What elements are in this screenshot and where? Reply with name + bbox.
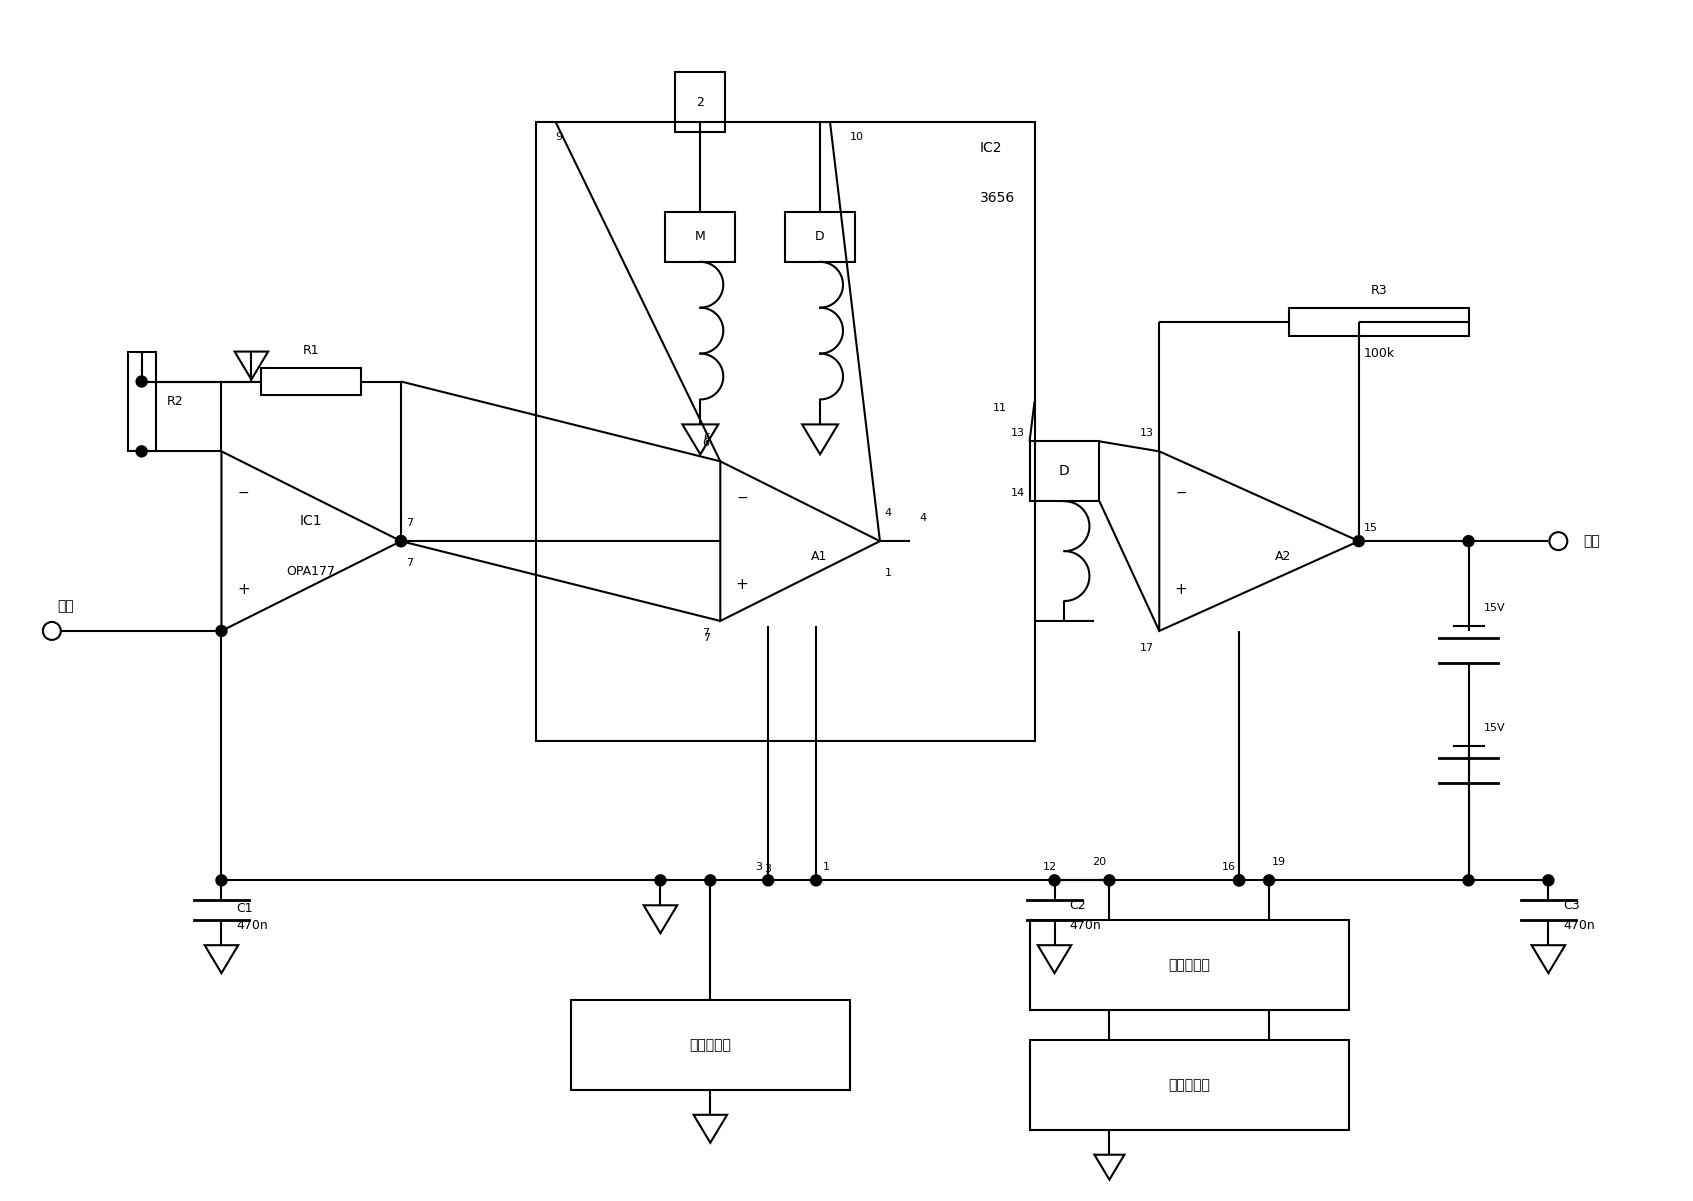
Text: −: −: [1175, 486, 1187, 501]
Bar: [127, 352, 156, 452]
Circle shape: [217, 874, 227, 886]
Text: 12: 12: [1043, 862, 1056, 872]
Text: 输入: 输入: [58, 599, 73, 613]
Circle shape: [1263, 874, 1275, 886]
Circle shape: [704, 874, 716, 886]
Text: 20: 20: [1092, 858, 1107, 867]
Circle shape: [1463, 874, 1475, 886]
Circle shape: [655, 874, 665, 886]
Text: OPA177: OPA177: [286, 564, 335, 578]
Text: +: +: [1175, 581, 1187, 597]
Text: M: M: [694, 231, 706, 244]
Text: IC2: IC2: [980, 141, 1002, 155]
Text: −: −: [237, 486, 249, 501]
Text: 3: 3: [765, 865, 772, 874]
Text: 470n: 470n: [1070, 919, 1100, 932]
Text: 3656: 3656: [980, 191, 1014, 205]
Circle shape: [1104, 874, 1116, 886]
Text: 11: 11: [992, 404, 1007, 413]
Circle shape: [217, 626, 227, 637]
Text: 9: 9: [555, 132, 562, 142]
Text: 470n: 470n: [237, 919, 267, 932]
Text: 2: 2: [696, 96, 704, 108]
Text: C2: C2: [1070, 898, 1087, 912]
Text: 100k: 100k: [1363, 347, 1395, 359]
Text: IC1: IC1: [300, 514, 323, 528]
Bar: [1029, 1040, 1349, 1130]
Text: 3: 3: [755, 862, 762, 872]
Text: R1: R1: [303, 343, 320, 357]
Circle shape: [1353, 536, 1365, 546]
Text: R2: R2: [166, 395, 183, 408]
Text: D: D: [1060, 465, 1070, 478]
Text: 1: 1: [885, 568, 892, 578]
Text: 脉冲发生器: 脉冲发生器: [1168, 1077, 1210, 1092]
Circle shape: [1542, 874, 1554, 886]
Bar: [665, 211, 735, 262]
Text: 7: 7: [406, 518, 413, 528]
Text: 470n: 470n: [1563, 919, 1595, 932]
Text: A1: A1: [811, 550, 828, 562]
Circle shape: [811, 874, 821, 886]
Text: 19: 19: [1271, 858, 1287, 867]
Text: R3: R3: [1370, 283, 1387, 297]
Bar: [535, 123, 1034, 741]
Circle shape: [135, 446, 147, 456]
Bar: [1288, 307, 1468, 335]
Text: 输出: 输出: [1583, 534, 1600, 548]
Text: 7: 7: [406, 558, 413, 568]
Text: 17: 17: [1139, 643, 1155, 653]
Text: 6: 6: [703, 438, 709, 448]
Text: 14: 14: [1011, 489, 1024, 498]
Text: 7: 7: [703, 633, 711, 643]
Text: +: +: [736, 576, 748, 592]
Circle shape: [396, 536, 406, 546]
Bar: [1029, 442, 1099, 501]
Text: 15V: 15V: [1483, 723, 1505, 733]
Bar: [676, 72, 725, 132]
Text: 输出级电源: 输出级电源: [1168, 958, 1210, 972]
Bar: [786, 211, 855, 262]
Circle shape: [1234, 874, 1244, 886]
Circle shape: [1463, 536, 1475, 546]
Text: 4: 4: [919, 513, 928, 524]
Text: 6: 6: [703, 434, 711, 443]
Text: 10: 10: [850, 132, 863, 142]
Text: 7: 7: [703, 628, 709, 638]
Text: 13: 13: [1011, 429, 1024, 438]
Circle shape: [396, 536, 406, 546]
Text: 1: 1: [823, 862, 830, 872]
Bar: [571, 1000, 850, 1089]
Text: 15: 15: [1365, 524, 1378, 533]
Text: C1: C1: [237, 902, 252, 915]
Text: A2: A2: [1275, 550, 1292, 562]
Circle shape: [135, 376, 147, 387]
Circle shape: [1050, 874, 1060, 886]
Text: −: −: [736, 491, 748, 506]
Text: +: +: [237, 581, 251, 597]
Bar: [261, 368, 361, 395]
Text: C3: C3: [1563, 898, 1580, 912]
Bar: [1029, 920, 1349, 1010]
Text: 16: 16: [1222, 862, 1236, 872]
Text: 4: 4: [885, 508, 892, 518]
Circle shape: [1234, 874, 1244, 886]
Text: D: D: [816, 231, 824, 244]
Text: 15V: 15V: [1483, 603, 1505, 613]
Text: 13: 13: [1141, 429, 1155, 438]
Circle shape: [762, 874, 774, 886]
Text: 输入级电源: 输入级电源: [689, 1038, 731, 1052]
